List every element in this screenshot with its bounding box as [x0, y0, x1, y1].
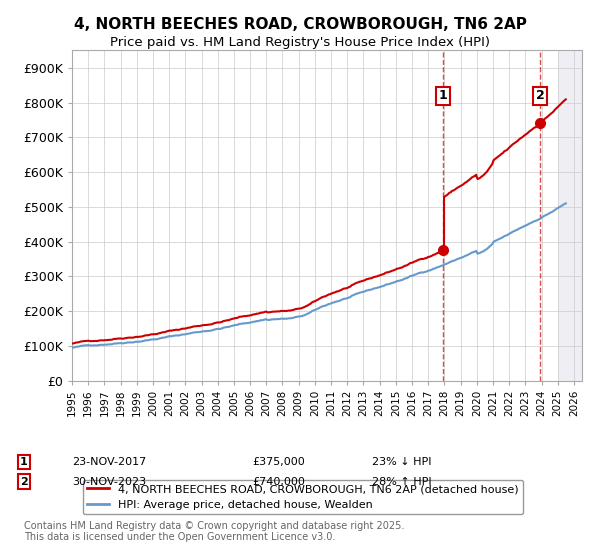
- Text: 28% ↑ HPI: 28% ↑ HPI: [372, 477, 431, 487]
- Text: 30-NOV-2023: 30-NOV-2023: [72, 477, 146, 487]
- Text: 1: 1: [439, 89, 447, 102]
- Text: 4, NORTH BEECHES ROAD, CROWBOROUGH, TN6 2AP: 4, NORTH BEECHES ROAD, CROWBOROUGH, TN6 …: [74, 17, 526, 32]
- Text: 23-NOV-2017: 23-NOV-2017: [72, 457, 146, 467]
- Text: £375,000: £375,000: [252, 457, 305, 467]
- Text: 1: 1: [20, 457, 28, 467]
- Text: 23% ↓ HPI: 23% ↓ HPI: [372, 457, 431, 467]
- Legend: 4, NORTH BEECHES ROAD, CROWBOROUGH, TN6 2AP (detached house), HPI: Average price: 4, NORTH BEECHES ROAD, CROWBOROUGH, TN6 …: [83, 479, 523, 514]
- Text: Price paid vs. HM Land Registry's House Price Index (HPI): Price paid vs. HM Land Registry's House …: [110, 36, 490, 49]
- Bar: [558, 50, 582, 381]
- Text: £740,000: £740,000: [252, 477, 305, 487]
- Text: 2: 2: [536, 89, 544, 102]
- Text: Contains HM Land Registry data © Crown copyright and database right 2025.
This d: Contains HM Land Registry data © Crown c…: [24, 521, 404, 543]
- Text: 2: 2: [20, 477, 28, 487]
